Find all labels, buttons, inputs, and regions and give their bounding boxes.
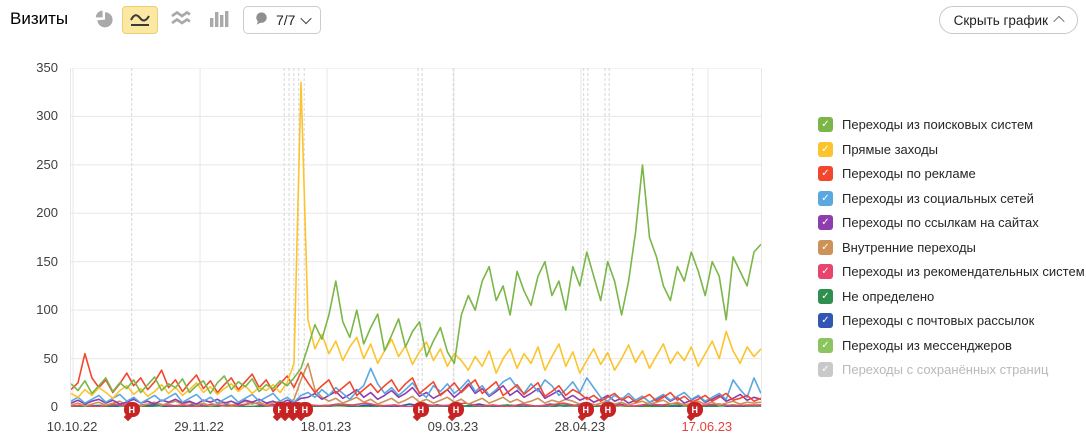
legend-label: Не определено [842, 288, 935, 304]
x-axis-label: 10.10.22 [46, 419, 98, 434]
legend-label: Переходы по рекламе [842, 166, 976, 181]
comment-bubble-icon [254, 11, 269, 29]
annotation-pin[interactable]: Н [686, 402, 703, 417]
chart-canvas [71, 68, 761, 407]
x-axis-label: 09.03.23 [427, 419, 479, 434]
chart-plot-area[interactable]: НННННННННН [70, 68, 762, 417]
legend-item[interactable]: ✓ Не определено [818, 288, 1085, 304]
legend-label: Переходы из рекомендательных систем [842, 264, 1085, 279]
legend-checkbox-icon[interactable]: ✓ [818, 215, 833, 230]
y-axis-label: 250 [36, 156, 58, 172]
y-axis-label: 350 [36, 60, 58, 75]
legend-item[interactable]: ✓ Переходы с сохранённых страниц [818, 362, 1085, 377]
chevron-up-icon [1053, 15, 1065, 28]
x-axis-label: 29.11.22 [174, 419, 224, 434]
x-axis-label: 17.06.23 [681, 419, 733, 434]
chevron-down-icon [300, 12, 313, 25]
stacked-chart-type-button[interactable] [166, 6, 196, 34]
legend-checkbox-icon[interactable]: ✓ [818, 166, 833, 181]
legend-label: Прямые заходы [842, 141, 939, 157]
annotation-pin[interactable]: Н [412, 402, 429, 417]
legend-label: Переходы из мессенджеров [842, 337, 1012, 353]
annotations-dropdown[interactable]: 7/7 [243, 6, 322, 34]
legend-item[interactable]: ✓ Переходы из рекомендательных систем [818, 264, 1085, 279]
chart-legend: ✓ Переходы из поисковых систем ✓ Прямые зах… [818, 117, 1085, 377]
x-axis-label: 18.01.23 [300, 419, 352, 434]
annotation-pin[interactable]: Н [577, 402, 594, 417]
pie-chart-icon [94, 9, 114, 32]
legend-item[interactable]: ✓ Переходы по рекламе [818, 166, 1085, 181]
legend-label: Переходы с сохранённых страниц [842, 362, 1049, 377]
y-axis-label: 100 [36, 302, 58, 318]
page-title: Визиты [10, 9, 69, 28]
legend-checkbox-icon[interactable]: ✓ [818, 141, 833, 157]
line-chart-icon [128, 9, 152, 32]
legend-checkbox-icon[interactable]: ✓ [818, 190, 833, 206]
hide-chart-button[interactable]: Скрыть график [938, 6, 1078, 34]
y-axis-label: 300 [36, 108, 58, 124]
y-axis-label: 0 [50, 399, 58, 414]
column-chart-type-button[interactable] [204, 6, 234, 34]
annotation-pin[interactable]: Н [123, 402, 140, 417]
legend-label: Внутренние переходы [842, 239, 976, 255]
legend-item[interactable]: ✓ Переходы из мессенджеров [818, 337, 1085, 353]
legend-item[interactable]: ✓ Переходы из поисковых систем [818, 117, 1085, 132]
annotation-pin[interactable]: Н [448, 402, 465, 417]
column-chart-icon [208, 9, 230, 32]
y-axis-label: 50 [43, 350, 58, 366]
legend-checkbox-icon[interactable]: ✓ [818, 362, 833, 377]
legend-checkbox-icon[interactable]: ✓ [818, 117, 833, 132]
annotation-pin[interactable]: Н [599, 402, 616, 417]
legend-label: Переходы с почтовых рассылок [842, 313, 1035, 328]
legend-item[interactable]: ✓ Переходы с почтовых рассылок [818, 313, 1085, 328]
legend-item[interactable]: ✓ Внутренние переходы [818, 239, 1085, 255]
x-axis-label: 28.04.23 [554, 419, 606, 434]
y-axis-label: 200 [36, 205, 58, 221]
legend-checkbox-icon[interactable]: ✓ [818, 288, 833, 304]
legend-item[interactable]: ✓ Переходы из социальных сетей [818, 190, 1085, 206]
annotation-pin[interactable]: Н [296, 402, 313, 417]
legend-checkbox-icon[interactable]: ✓ [818, 313, 833, 328]
legend-checkbox-icon[interactable]: ✓ [818, 337, 833, 353]
legend-label: Переходы по ссылкам на сайтах [842, 215, 1039, 230]
legend-checkbox-icon[interactable]: ✓ [818, 264, 833, 279]
legend-item[interactable]: ✓ Переходы по ссылкам на сайтах [818, 215, 1085, 230]
legend-label: Переходы из социальных сетей [842, 190, 1034, 206]
y-axis-label: 150 [36, 253, 58, 269]
stacked-area-icon [169, 9, 193, 32]
legend-checkbox-icon[interactable]: ✓ [818, 239, 833, 255]
line-chart-type-button[interactable] [122, 6, 158, 34]
pie-chart-type-button[interactable] [90, 6, 118, 34]
legend-label: Переходы из поисковых систем [842, 117, 1034, 132]
legend-item[interactable]: ✓ Прямые заходы [818, 141, 1085, 157]
annotations-count: 7/7 [276, 12, 296, 28]
hide-chart-label: Скрыть график [953, 12, 1048, 28]
